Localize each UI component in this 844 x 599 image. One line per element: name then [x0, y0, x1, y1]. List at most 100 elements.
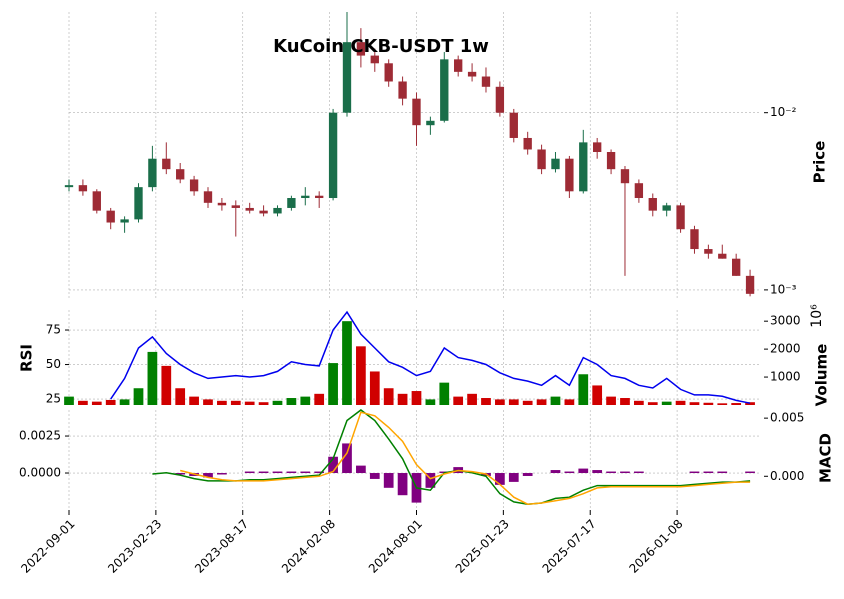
bar [495, 399, 505, 405]
bar [383, 388, 394, 405]
bar [147, 351, 158, 405]
y2-tick-label: 1000 [770, 370, 801, 384]
bar [300, 396, 311, 405]
bar [564, 471, 575, 474]
bar [550, 396, 561, 405]
candle-body [203, 191, 213, 203]
y-tick-label: 10⁻³ [770, 282, 797, 296]
bar [703, 402, 714, 405]
macd-axis-label: MACD [817, 433, 835, 483]
x-tick-label: 2023-08-17 [192, 517, 251, 576]
candle-body [148, 158, 157, 188]
bar [522, 400, 533, 405]
bar [536, 399, 547, 405]
y-tick-label: 0.0000 [19, 466, 61, 480]
bar [550, 470, 561, 474]
candle-body [593, 142, 602, 153]
candle-body [231, 205, 240, 208]
bar [661, 401, 672, 405]
candle-body [467, 71, 477, 77]
candle-body [579, 142, 588, 192]
bar [495, 473, 505, 485]
chart-title: KuCoin CKB-USDT 1w [273, 36, 489, 57]
bar [64, 396, 74, 405]
bar [342, 443, 352, 474]
bar [244, 401, 255, 405]
bar [620, 398, 630, 405]
candle-body [120, 219, 129, 223]
candle-body [287, 198, 296, 208]
y2-tick-label: 2000 [770, 342, 801, 356]
bar [258, 402, 269, 405]
candle-body [356, 42, 366, 56]
bar [78, 400, 88, 405]
bar [328, 456, 338, 474]
bar [689, 471, 700, 474]
bar [592, 385, 603, 405]
candle-body [440, 59, 449, 121]
volume-offset: 10⁶ [809, 304, 825, 328]
candle-body [384, 63, 393, 82]
bar [425, 473, 436, 488]
bar [634, 471, 644, 474]
bar [578, 374, 589, 405]
bar [383, 473, 394, 488]
bar [411, 391, 422, 405]
y-tick-label: 75 [46, 323, 61, 337]
bar [564, 399, 575, 405]
x-tick-label: 2024-02-08 [279, 517, 338, 576]
bar [467, 393, 477, 405]
candle-body [412, 98, 421, 126]
candle-body [509, 112, 518, 138]
candle-body [245, 207, 254, 211]
bar [731, 403, 742, 405]
candle-body [551, 158, 560, 170]
bar [369, 473, 380, 479]
bar [397, 473, 408, 496]
bar [606, 471, 616, 474]
candle-body [426, 120, 435, 126]
candle-body [648, 198, 657, 211]
candle-body [606, 152, 616, 170]
x-tick-label: 2023-02-23 [105, 517, 164, 576]
bar [91, 401, 102, 405]
candle-body [370, 55, 379, 64]
bar [745, 402, 755, 405]
candle-body [217, 202, 227, 206]
x-tick-label: 2025-07-17 [540, 517, 599, 576]
x-tick-label: 2024-08-01 [366, 517, 425, 576]
candle-body [481, 76, 491, 87]
bar [244, 471, 255, 474]
line [180, 411, 751, 505]
volume-axis-label: Volume [813, 344, 831, 407]
candle-body [690, 229, 699, 250]
y2-tick-label: 0.000 [770, 469, 804, 483]
bar [217, 473, 227, 475]
candle-body [64, 185, 74, 188]
price-axis-label: Price [811, 141, 829, 184]
candle-body [704, 249, 713, 254]
bar [356, 346, 366, 405]
bar [453, 396, 464, 405]
candle-body [495, 86, 505, 113]
candle-body [662, 205, 671, 211]
candle-body [537, 149, 546, 170]
bar [425, 399, 436, 405]
candle-body [342, 42, 352, 113]
candle-body [315, 195, 324, 199]
candle-body [106, 210, 115, 223]
candle-body [620, 169, 630, 184]
rsi-axis-label: RSI [18, 344, 36, 372]
candle-body [745, 275, 755, 294]
bar [522, 473, 533, 476]
candle-body [676, 205, 685, 230]
bar [161, 365, 172, 405]
candle-body [301, 195, 310, 199]
candle-body [78, 185, 88, 192]
y-tick-label: 10⁻² [770, 105, 797, 119]
candle-body [273, 207, 282, 214]
bar [356, 465, 366, 474]
candle-body [92, 191, 101, 211]
candle-body [162, 158, 171, 170]
bar [258, 471, 269, 474]
